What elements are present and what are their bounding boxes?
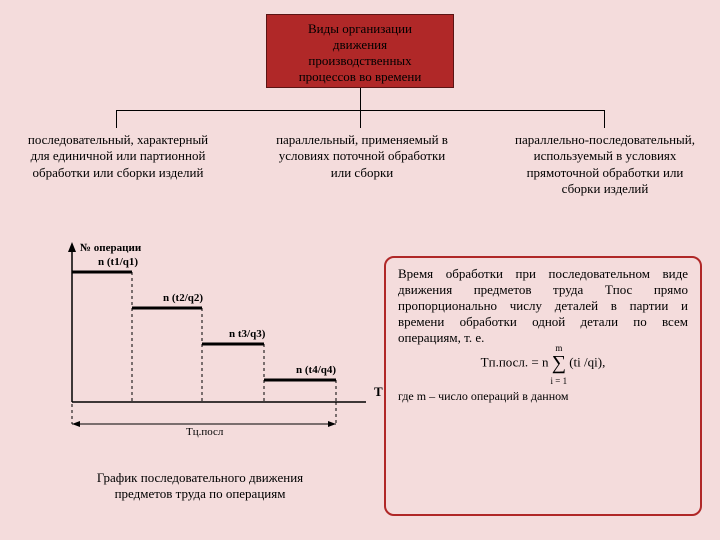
formula-where: где m – число операций в данном — [398, 389, 688, 404]
step-label: n (t2/q2) — [163, 292, 203, 304]
child-node-parallel: параллельный, применяемый в условиях пот… — [264, 130, 460, 183]
child-text: параллельный, применяемый в условиях пот… — [276, 132, 448, 180]
root-line-2: движения — [277, 37, 443, 53]
root-line-4: процессов во времени — [277, 69, 443, 85]
chart-caption-l2: предметов труда по операциям — [115, 486, 286, 501]
step-label: n t3/q3) — [229, 328, 265, 340]
step-label: n (t4/q4) — [296, 364, 336, 376]
sigma-icon: ∑ m i = 1 — [552, 352, 566, 375]
child-text: последовательный, характерный для единич… — [28, 132, 208, 180]
chart-caption: График последовательного движения предме… — [70, 470, 330, 503]
child-node-sequential: последовательный, характерный для единич… — [20, 130, 216, 183]
sum-lower: i = 1 — [551, 376, 568, 386]
formula-equation: Tп.посл. = n ∑ m i = 1 (ti /qi), — [398, 352, 688, 375]
y-axis-label: № операции — [80, 242, 141, 254]
eq-eq: = n — [531, 354, 548, 369]
root-node: Виды организации движения производственн… — [266, 14, 454, 88]
chart-caption-l1: График последовательного движения — [97, 470, 303, 485]
root-line-3: производственных — [277, 53, 443, 69]
sum-upper: m — [555, 343, 562, 353]
x-axis-label: T — [374, 384, 383, 400]
root-line-1: Виды организации — [277, 21, 443, 37]
formula-box: Время обработки при последовательном вид… — [384, 256, 702, 516]
schedule-chart: № операцииTn (t1/q1)n (t2/q2)n t3/q3)n (… — [36, 242, 366, 442]
child-node-parallel-sequential: параллельно-последовательный, используем… — [502, 130, 708, 199]
child-text: параллельно-последовательный, используем… — [515, 132, 695, 196]
eq-lhs: Tп.посл. — [481, 354, 528, 369]
formula-paragraph: Время обработки при последовательном вид… — [398, 266, 688, 346]
dimension-label: Tц.посл — [186, 426, 223, 438]
step-label: n (t1/q1) — [98, 256, 138, 268]
eq-arg: (ti /qi), — [569, 354, 605, 369]
